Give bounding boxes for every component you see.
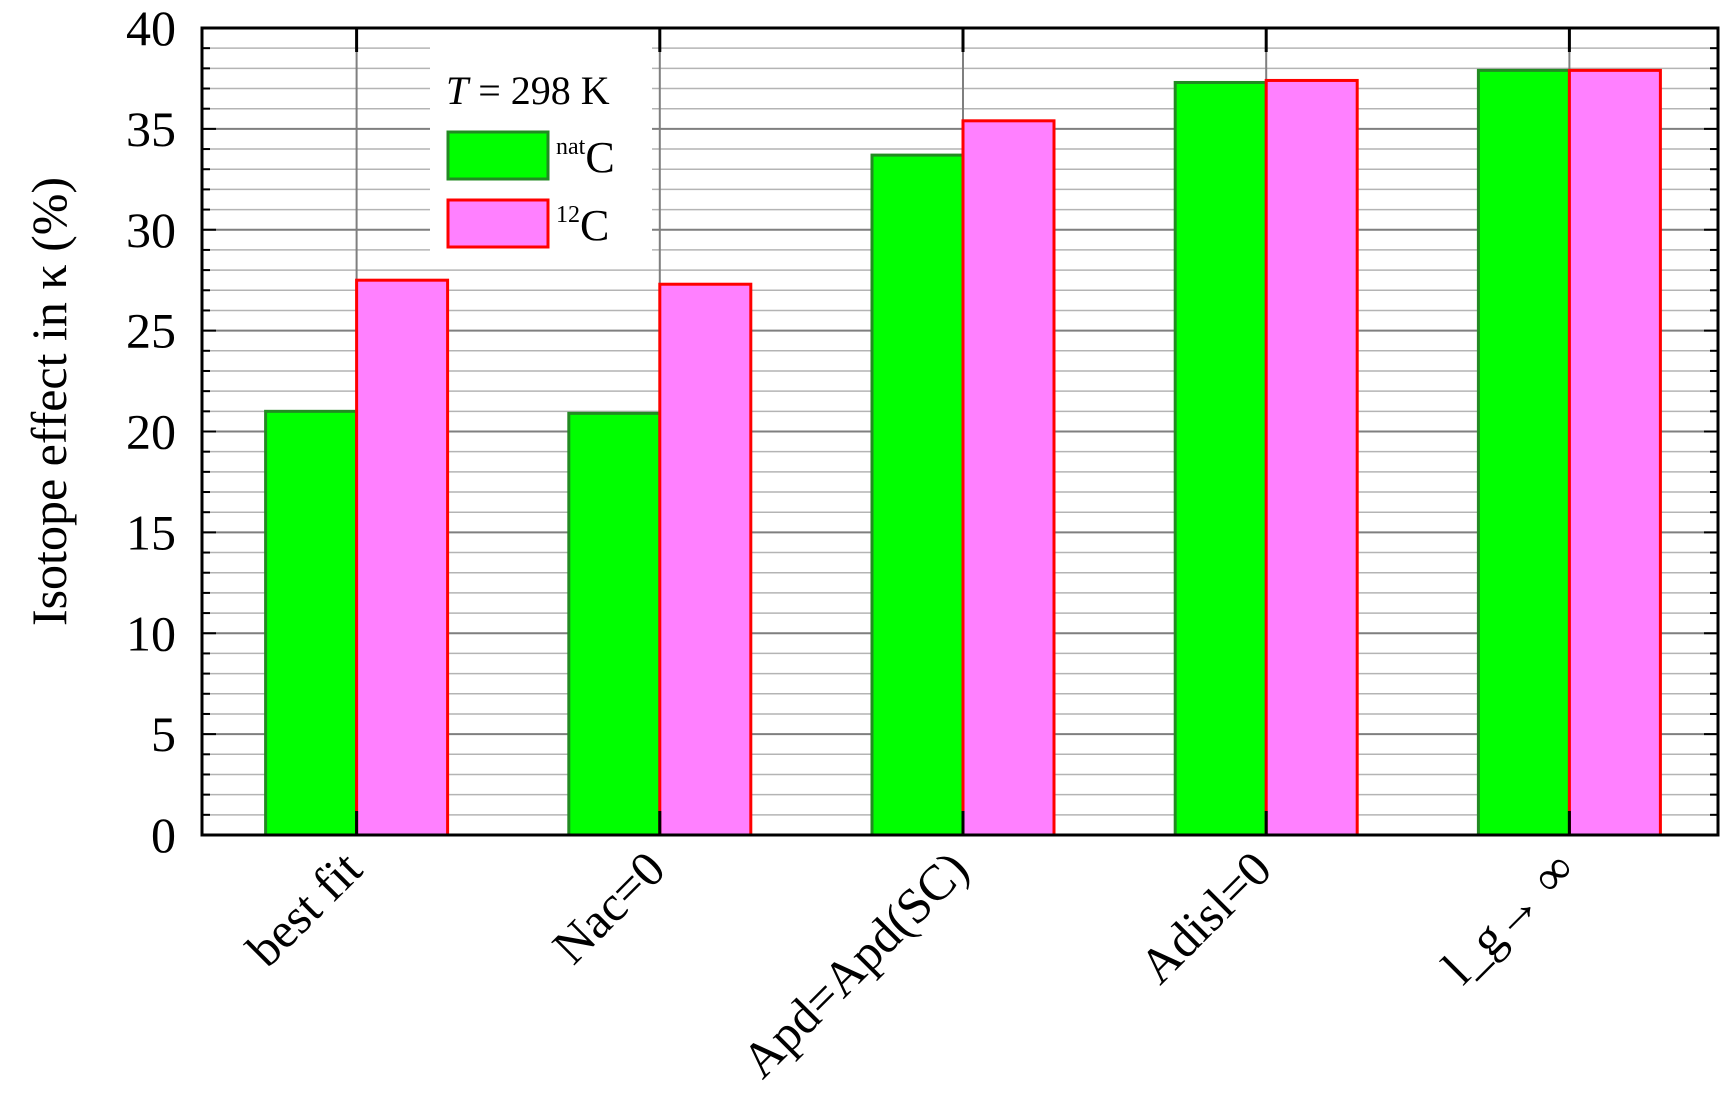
axis-ticks: [202, 27, 1718, 836]
bar-natc: [1173, 80, 1268, 837]
x-tick-label: Apd=Apd(SC): [731, 840, 979, 1088]
legend-title-value: = 298 K: [468, 68, 610, 113]
y-tick-label: 10: [126, 605, 176, 661]
legend-label-12c: 12C: [556, 201, 609, 250]
legend-label-natc-base: C: [585, 133, 614, 182]
y-tick-label: 0: [151, 807, 176, 863]
legend-title: T = 298 K: [446, 68, 610, 113]
x-tick-label: Nac=0: [541, 840, 675, 974]
x-tick-label: best fit: [236, 840, 373, 977]
y-tick-label: 30: [126, 202, 176, 258]
bar-12c: [961, 119, 1056, 837]
legend: T = 298 K natC 12C: [430, 46, 652, 260]
bar-natc: [870, 153, 965, 837]
legend-title-variable: T: [446, 68, 471, 113]
x-tick-label: Adisl=0: [1128, 840, 1282, 994]
y-tick-label: 15: [126, 504, 176, 560]
x-tick-labels: best fit Nac=0 Apd=Apd(SC) Adisl=0 l_g→ ∞: [236, 840, 1586, 1088]
legend-swatch-12c: [446, 198, 550, 249]
bar-12c: [1567, 68, 1662, 837]
y-tick-label: 25: [126, 303, 176, 359]
bar-natc: [1476, 68, 1571, 837]
y-tick-label: 40: [126, 0, 176, 56]
bar-natc: [264, 409, 359, 837]
legend-swatch-natc: [446, 130, 550, 181]
legend-label-natc-sup: nat: [556, 134, 586, 160]
legend-label-12c-sup: 12: [556, 202, 580, 228]
y-tick-label: 20: [126, 404, 176, 460]
bar-12c: [355, 278, 450, 837]
bars: [264, 68, 1662, 837]
y-axis-label: Isotope effect in κ (%): [21, 177, 77, 626]
bar-12c: [658, 282, 753, 837]
bar-natc: [567, 411, 662, 837]
x-tick-label: l_g→ ∞: [1431, 840, 1585, 994]
y-tick-label: 5: [151, 706, 176, 762]
bar-12c: [1264, 78, 1359, 837]
y-tick-labels: 0 5 10 15 20 25 30 35 40: [126, 0, 176, 863]
legend-label-12c-base: C: [580, 201, 609, 250]
y-tick-label: 35: [126, 101, 176, 157]
legend-label-natc: natC: [556, 133, 615, 182]
